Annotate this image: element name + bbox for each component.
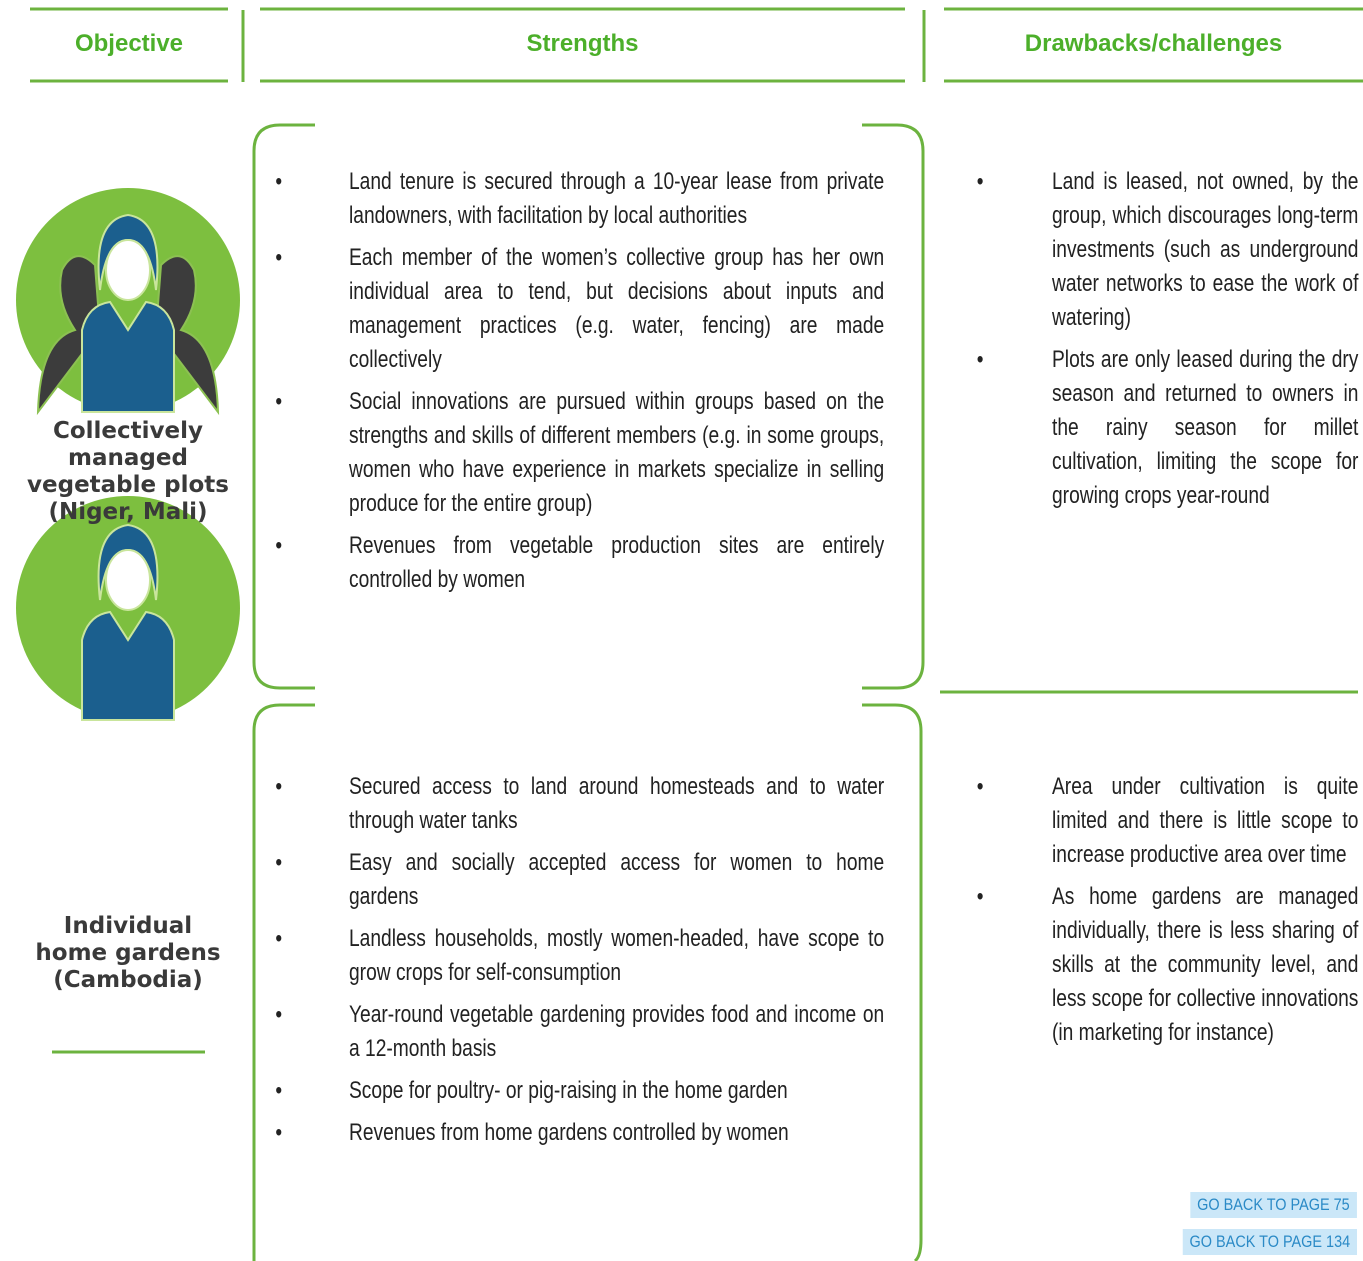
strength-item: Scope for poultry- or pig-raising in the… [275, 1074, 884, 1108]
header-objective: Objective [74, 30, 184, 57]
go-back-link[interactable]: GO BACK TO PAGE 134 [1182, 1229, 1357, 1255]
strength-item: Year-round vegetable gardening provides … [275, 998, 884, 1066]
header-drawbacks: Drawbacks/challenges [1024, 30, 1283, 57]
drawbacks-list: Area under cultivation is quite limited … [977, 770, 1359, 1058]
strength-item: Revenues from vegetable production sites… [275, 529, 884, 597]
strength-item: Easy and socially accepted access for wo… [275, 846, 884, 914]
strength-item: Land tenure is secured through a 10-year… [275, 165, 884, 233]
objective: Collectively managed vegetable plots (Niger… [0, 418, 256, 526]
strengths-list: Land tenure is secured through a 10-year… [275, 165, 884, 605]
objective-line: Individual [63, 913, 193, 939]
go-back-link[interactable]: GO BACK TO PAGE 75 [1190, 1192, 1357, 1218]
drawback-item: Area under cultivation is quite limited … [977, 770, 1359, 872]
strength-item: Secured access to land around homesteads… [275, 770, 884, 838]
strengths-list: Secured access to land around homesteads… [275, 770, 884, 1158]
objective-line: (Cambodia) [53, 967, 203, 993]
objective-line: home gardens [35, 940, 221, 966]
header-strengths: Strengths [526, 30, 639, 57]
objective-line: (Niger, Mali) [48, 499, 208, 525]
drawback-item: Plots are only leased during the dry sea… [977, 343, 1359, 513]
strength-item: Each member of the women’s collective gr… [275, 241, 884, 377]
objective-line: managed [68, 445, 188, 471]
objective-line: Collectively [52, 418, 204, 444]
strength-item: Landless households, mostly women-headed… [275, 922, 884, 990]
strength-item: Social innovations are pursued within gr… [275, 385, 884, 521]
drawbacks-list: Land is leased, not owned, by the group,… [977, 165, 1359, 521]
objective-line: vegetable plots [27, 472, 229, 498]
strength-item: Revenues from home gardens controlled by… [275, 1116, 884, 1150]
drawback-item: Land is leased, not owned, by the group,… [977, 165, 1359, 335]
objective: Individual home gardens (Cambodia) [0, 913, 256, 994]
drawback-item: As home gardens are managed individually… [977, 880, 1359, 1050]
